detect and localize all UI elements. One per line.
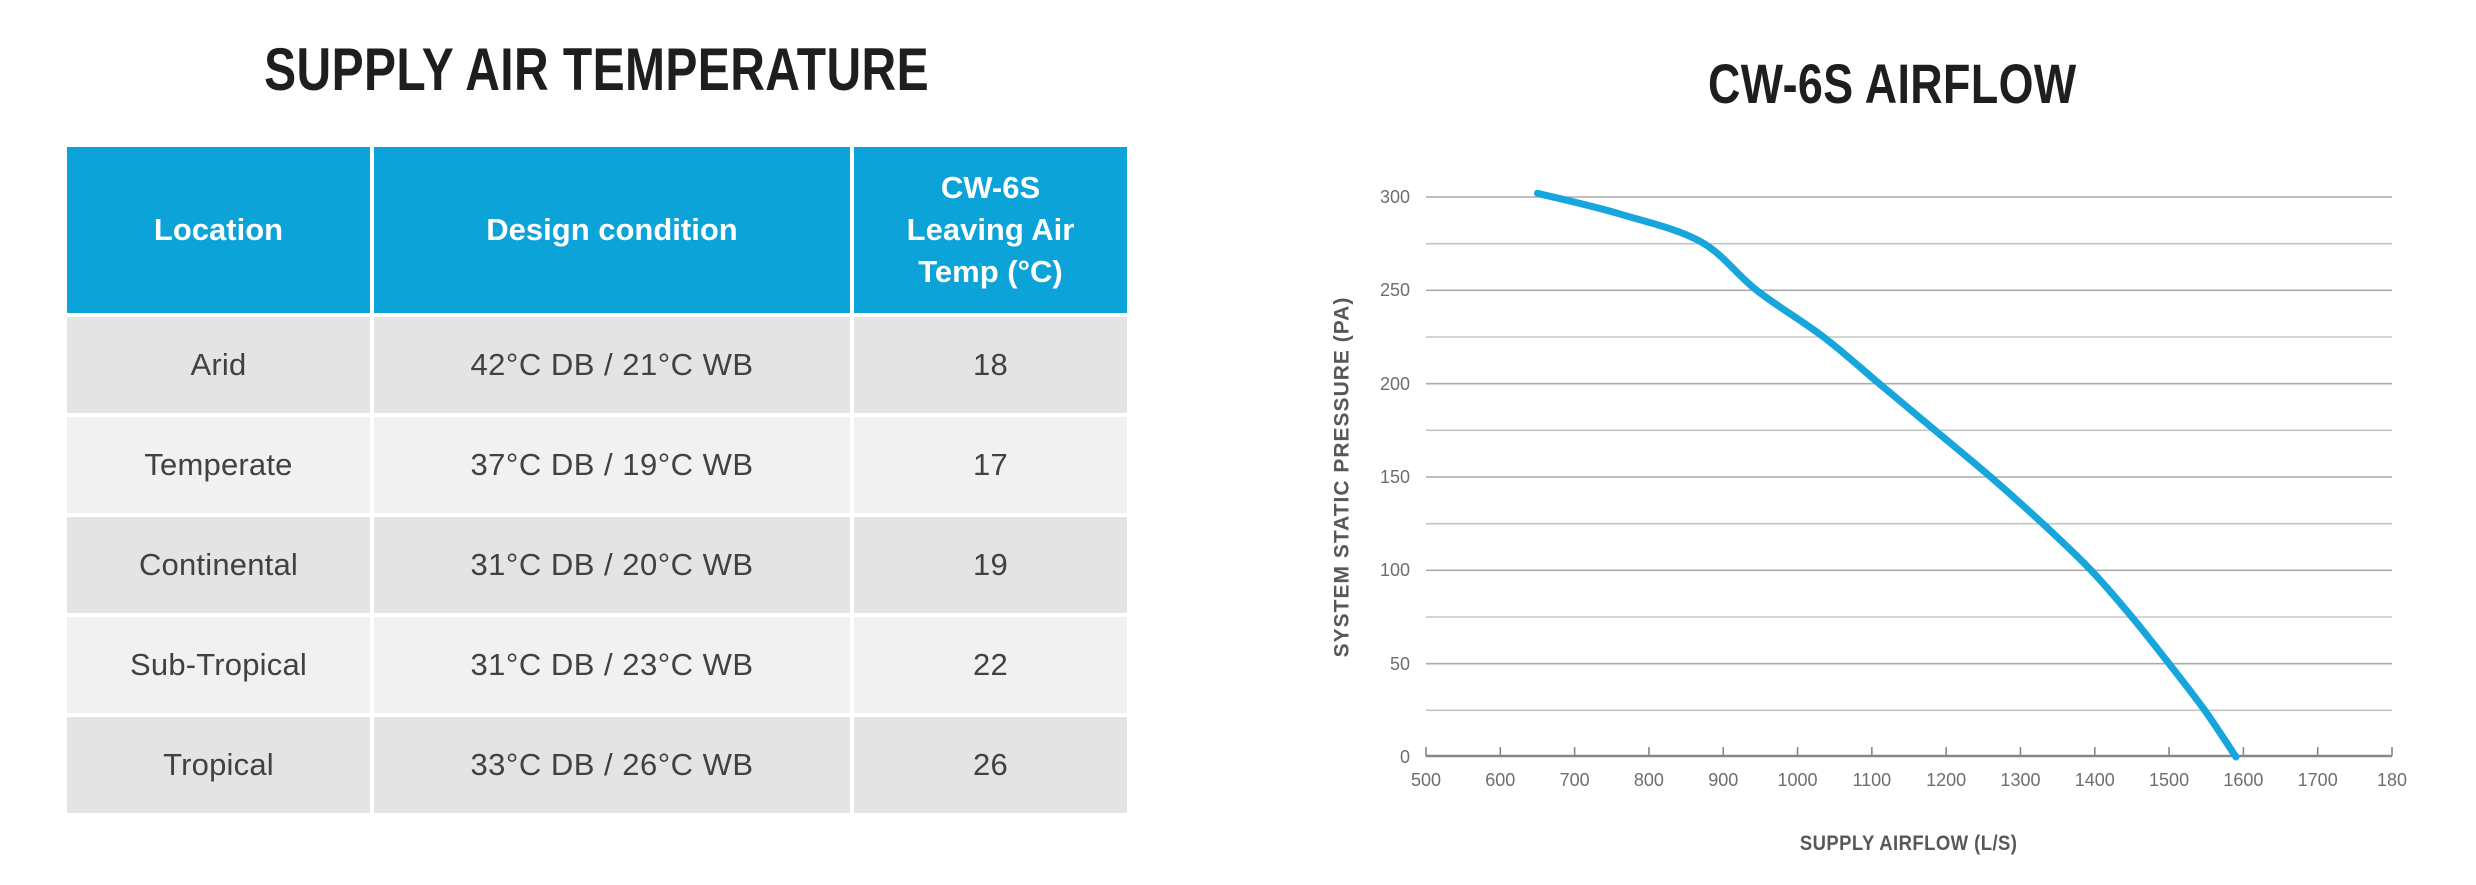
location-cell: Temperate	[67, 417, 370, 513]
y-tick-label-300: 300	[1379, 187, 1410, 207]
x-axis-title: SUPPLY AIRFLOW (L/S)	[1426, 832, 2392, 856]
column-header-2: CW-6S Leaving Air Temp (°C)	[854, 147, 1127, 313]
table-title: SUPPLY AIR TEMPERATURE	[67, 40, 1127, 100]
x-tick-label-1200: 1200	[1926, 770, 1967, 790]
x-tick-label-500: 500	[1410, 770, 1442, 790]
location-cell: Sub-Tropical	[67, 617, 370, 713]
x-axis-title-text: SUPPLY AIRFLOW (L/S)	[1800, 832, 2018, 855]
y-tick-label-50: 50	[1389, 653, 1410, 674]
leaving-temp-cell: 22	[854, 617, 1127, 713]
x-tick-label-180: 180	[2376, 770, 2408, 790]
condition-cell: 42°C DB / 21°C WB	[374, 317, 850, 413]
x-tick-label-1700: 1700	[2297, 770, 2338, 790]
x-tick-label-1500: 1500	[2149, 770, 2190, 790]
airflow-chart-svg	[1425, 189, 2393, 761]
y-tick-label-200: 200	[1379, 373, 1410, 394]
condition-cell: 33°C DB / 26°C WB	[374, 717, 850, 813]
leaving-temp-cell: 18	[854, 317, 1127, 413]
supply-air-temperature-table: Location Design condition CW-6S Leaving Ai…	[67, 147, 1127, 813]
x-tick-label-1400: 1400	[2074, 770, 2115, 790]
airflow-chart-plot-area	[1425, 189, 2393, 761]
leaving-temp-cell: 17	[854, 417, 1127, 513]
chart-title-text: CW-6S AIRFLOW	[1707, 52, 2077, 115]
fan-curve-line	[1534, 189, 2240, 761]
x-tick-label-1000: 1000	[1777, 770, 1818, 790]
condition-cell: 31°C DB / 20°C WB	[374, 517, 850, 613]
column-header-1: Design condition	[374, 147, 850, 313]
location-cell: Continental	[67, 517, 370, 613]
y-tick-label-100: 100	[1379, 560, 1410, 581]
column-header-0: Location	[67, 147, 370, 313]
table-title-text: SUPPLY AIR TEMPERATURE	[264, 36, 930, 103]
location-cell: Arid	[67, 317, 370, 413]
x-tick-label-600: 600	[1485, 770, 1516, 790]
x-tick-label-900: 900	[1708, 770, 1739, 790]
condition-cell: 37°C DB / 19°C WB	[374, 417, 850, 513]
x-tick-label-1100: 1100	[1852, 770, 1892, 790]
y-tick-label-150: 150	[1379, 467, 1410, 487]
x-tick-label-700: 700	[1559, 770, 1590, 790]
x-tick-label-1300: 1300	[2000, 770, 2041, 790]
chart-title: CW-6S AIRFLOW	[1392, 56, 2392, 112]
location-cell: Tropical	[67, 717, 370, 813]
x-tick-label-800: 800	[1633, 770, 1664, 790]
y-tick-label-0: 0	[1399, 747, 1410, 767]
leaving-temp-cell: 26	[854, 717, 1127, 813]
leaving-temp-cell: 19	[854, 517, 1127, 613]
y-tick-label-250: 250	[1379, 280, 1410, 301]
x-tick-label-1600: 1600	[2223, 770, 2264, 790]
condition-cell: 31°C DB / 23°C WB	[374, 617, 850, 713]
